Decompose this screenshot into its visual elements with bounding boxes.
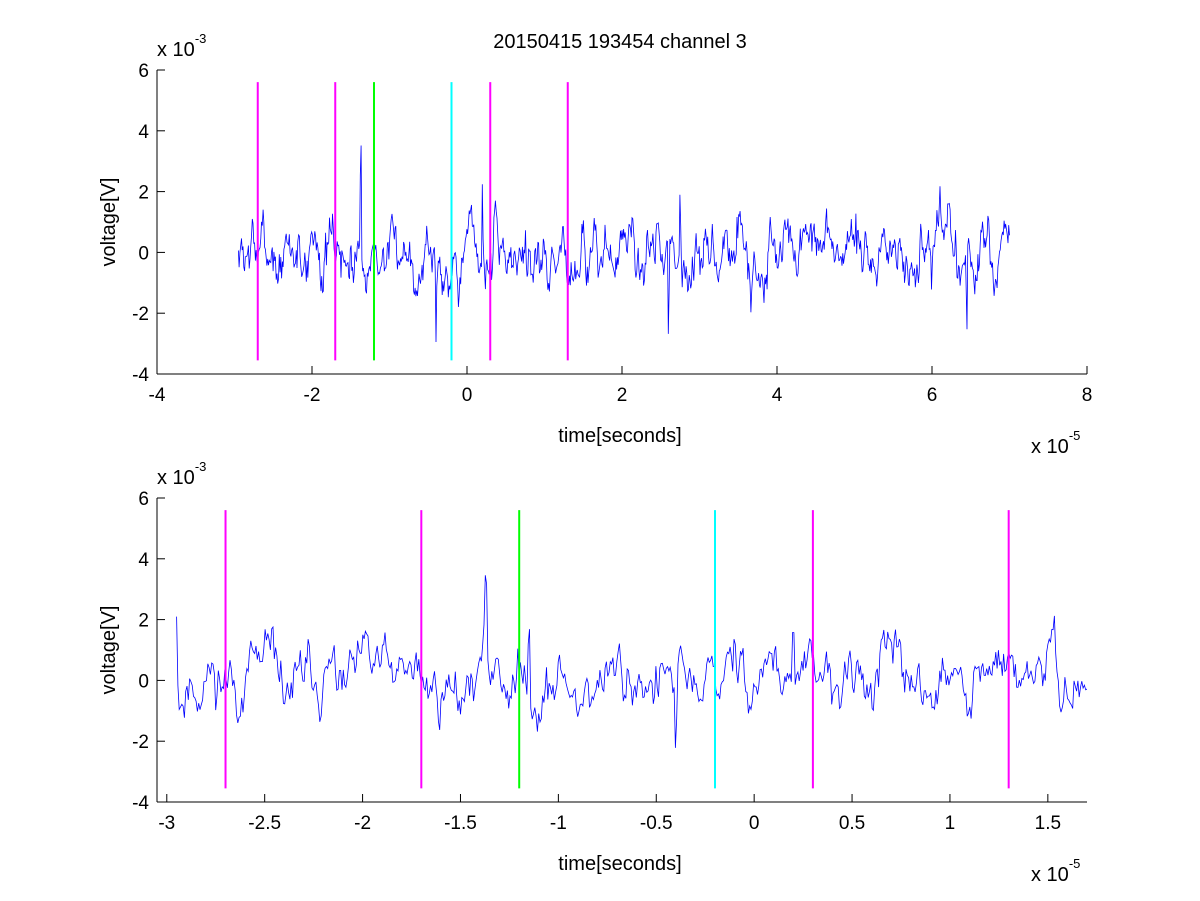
- y-tick-label: 6: [138, 489, 149, 510]
- x-tick-label: -2.5: [248, 813, 281, 834]
- y-tick-label: 2: [138, 183, 149, 204]
- x-tick-label: 0.5: [839, 813, 865, 834]
- y-tick-label: -4: [132, 793, 149, 814]
- x-axis-label: time[seconds]: [558, 425, 681, 447]
- signal-series-line: [176, 575, 1087, 748]
- x-tick-label: -4: [149, 385, 166, 406]
- y-multiplier: x 10-3: [157, 31, 206, 61]
- y-tick-label: 0: [138, 243, 149, 264]
- x-tick-label: -3: [158, 813, 175, 834]
- x-tick-label: 8: [1082, 385, 1093, 406]
- y-tick-label: 6: [138, 61, 149, 82]
- figure-title: 20150415 193454 channel 3: [493, 31, 747, 53]
- x-tick-label: 4: [772, 385, 783, 406]
- x-multiplier-base: x 10: [1031, 436, 1069, 458]
- x-tick-label: -1: [550, 813, 567, 834]
- x-tick-label: 1.5: [1035, 813, 1061, 834]
- x-multiplier: x 10-5: [1031, 428, 1080, 458]
- signal-series-line: [238, 145, 1010, 343]
- y-axis-label: voltage[V]: [98, 606, 120, 695]
- x-multiplier-exponent: -5: [1069, 428, 1081, 443]
- x-multiplier-exponent: -5: [1069, 856, 1081, 871]
- top-plot: -4 -2 0 2 4 6 8 -4 -2 0 2 4 6 time[seconds] voltage[V]…: [98, 31, 1092, 458]
- x-multiplier-base: x 10: [1031, 864, 1069, 886]
- x-tick-label: 2: [617, 385, 628, 406]
- y-tick-label: -4: [132, 365, 149, 386]
- y-multiplier-base: x 10: [157, 467, 195, 489]
- x-tick-label: 6: [927, 385, 938, 406]
- y-multiplier-exponent: -3: [195, 459, 207, 474]
- x-tick-label: 1: [945, 813, 956, 834]
- plot-area: [176, 510, 1087, 789]
- y-tick-label: 2: [138, 611, 149, 632]
- x-tick-label: -2: [354, 813, 371, 834]
- x-tick-label: -0.5: [640, 813, 673, 834]
- y-tick-label: -2: [132, 732, 149, 753]
- y-tick-label: 0: [138, 671, 149, 692]
- y-axis-label: voltage[V]: [98, 178, 120, 267]
- y-tick-label: -2: [132, 304, 149, 325]
- plot-area: [238, 82, 1010, 361]
- y-tick-label: 4: [138, 550, 149, 571]
- y-multiplier-base: x 10: [157, 39, 195, 61]
- x-tick-label: -2: [304, 385, 321, 406]
- x-tick-label: -1.5: [444, 813, 477, 834]
- x-axis-label: time[seconds]: [558, 853, 681, 875]
- x-tick-label: 0: [749, 813, 760, 834]
- x-multiplier: x 10-5: [1031, 856, 1080, 886]
- y-multiplier: x 10-3: [157, 459, 206, 489]
- x-tick-label: 0: [462, 385, 473, 406]
- y-tick-label: 4: [138, 122, 149, 143]
- bottom-plot: -3 -2.5 -2 -1.5 -1 -0.5 0 0.5 1 1.5 -4 -2 0 2 4 6 time[s…: [98, 459, 1087, 886]
- y-multiplier-exponent: -3: [195, 31, 207, 46]
